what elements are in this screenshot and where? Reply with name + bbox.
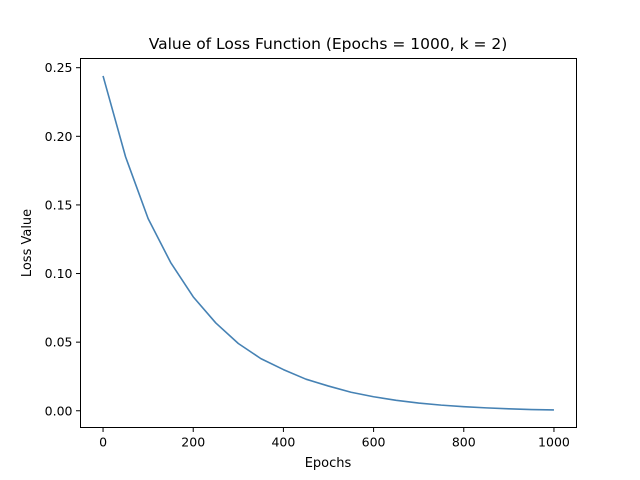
x-tick-label: 200 (181, 435, 205, 450)
x-tick-label: 600 (362, 435, 386, 450)
y-tick-label: 0.20 (45, 129, 73, 144)
y-tick-label: 0.25 (45, 60, 73, 75)
x-tick-label: 800 (452, 435, 476, 450)
plot-frame (80, 58, 577, 428)
x-tick-label: 0 (99, 435, 107, 450)
x-axis-label: Epochs (305, 456, 352, 471)
x-tick-label: 400 (271, 435, 295, 450)
y-tick-label: 0.10 (45, 266, 73, 281)
y-tick-label: 0.00 (45, 403, 73, 418)
chart-title: Value of Loss Function (Epochs = 1000, k… (149, 35, 508, 53)
y-axis-label: Loss Value (20, 209, 35, 277)
loss-series-line (102, 75, 554, 411)
y-tick-label: 0.15 (45, 197, 73, 212)
x-tick-label: 1000 (538, 435, 570, 450)
y-tick-label: 0.05 (45, 335, 73, 350)
